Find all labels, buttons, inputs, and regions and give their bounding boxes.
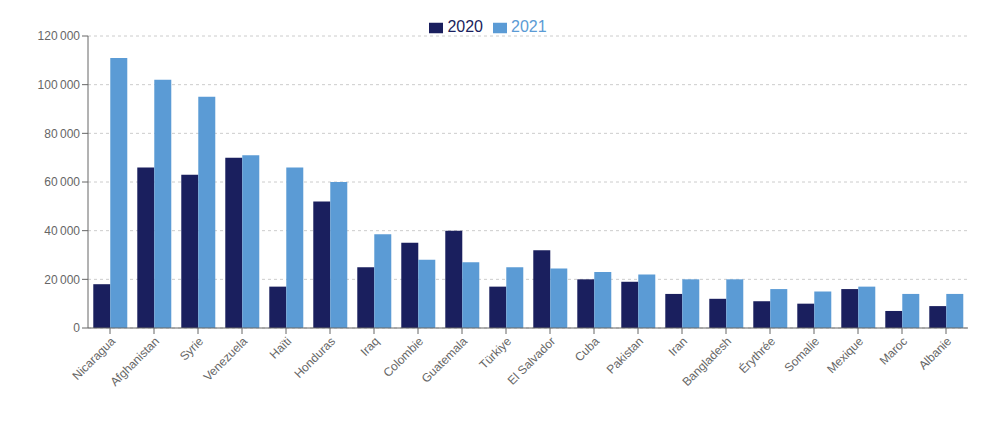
svg-text:Bangladesh: Bangladesh <box>679 334 734 389</box>
svg-text:Cuba: Cuba <box>572 334 602 364</box>
svg-text:Honduras: Honduras <box>291 334 338 381</box>
svg-text:Albanie: Albanie <box>916 334 954 372</box>
svg-text:20 000: 20 000 <box>44 273 80 287</box>
svg-text:Maroc: Maroc <box>877 334 910 367</box>
svg-text:0: 0 <box>73 321 80 335</box>
svg-text:El Salvador: El Salvador <box>505 334 558 387</box>
svg-text:80 000: 80 000 <box>44 127 80 141</box>
svg-text:Iraq: Iraq <box>358 334 383 359</box>
svg-text:Iran: Iran <box>666 334 691 359</box>
svg-text:Mexique: Mexique <box>824 334 866 376</box>
svg-text:Nicaragua: Nicaragua <box>69 334 119 383</box>
svg-text:120 000: 120 000 <box>38 29 81 43</box>
svg-text:60 000: 60 000 <box>44 175 80 189</box>
svg-text:Somalie: Somalie <box>782 334 823 375</box>
svg-text:Türkiye: Türkiye <box>476 334 514 372</box>
svg-text:Venezuela: Venezuela <box>201 334 251 384</box>
svg-text:Syrie: Syrie <box>177 334 206 363</box>
svg-text:Afghanistan: Afghanistan <box>107 334 162 389</box>
svg-text:Pakistan: Pakistan <box>604 334 646 376</box>
svg-text:Colombie: Colombie <box>380 334 426 380</box>
svg-text:40 000: 40 000 <box>44 224 80 238</box>
svg-text:100 000: 100 000 <box>38 78 81 92</box>
html-text:2021: 2021 <box>511 18 547 35</box>
html-text:2020: 2020 <box>447 18 483 35</box>
svg-text:Guatemala: Guatemala <box>419 334 471 386</box>
svg-text:Haïti: Haïti <box>267 334 294 361</box>
svg-text:Érythrée: Érythrée <box>735 333 778 376</box>
